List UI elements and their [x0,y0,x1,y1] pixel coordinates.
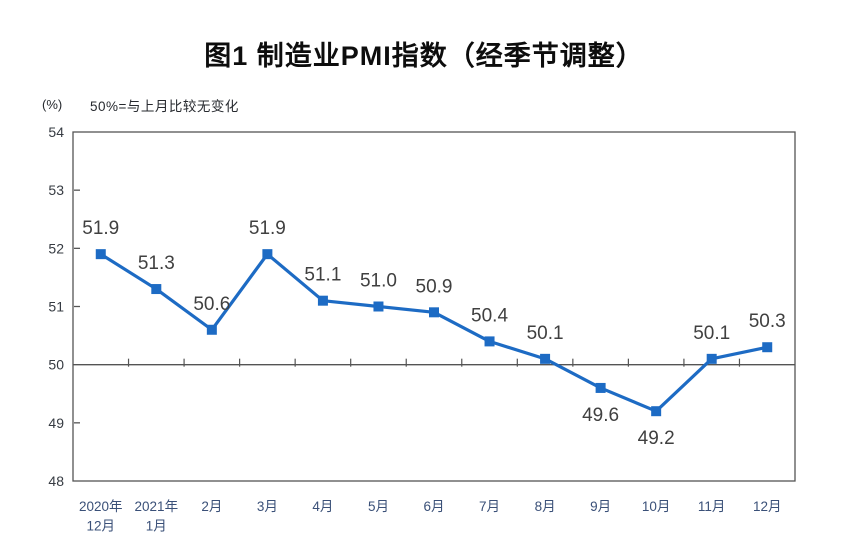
x-axis-label: 3月 [257,499,278,514]
x-axis-label: 2021年 1月 [135,499,179,534]
x-axis-label: 9月 [590,499,611,514]
data-point-marker [762,342,773,353]
y-axis-tick-label: 54 [48,124,64,140]
x-axis-label: 5月 [368,499,389,514]
data-point-marker [317,295,328,306]
x-axis-label: 2月 [201,499,222,514]
x-axis-label: 10月 [642,499,671,514]
data-point-label: 49.6 [582,405,619,426]
data-point-label: 50.9 [416,276,453,297]
y-axis-tick-label: 51 [48,299,64,315]
data-point-marker [262,249,273,260]
data-point-label: 50.1 [693,323,730,344]
x-axis-label: 2020年 12月 [79,499,123,534]
data-point-label: 51.9 [82,218,119,239]
data-point-label: 50.3 [749,311,786,332]
data-point-label: 51.9 [249,218,286,239]
y-axis-tick-label: 53 [48,182,64,198]
data-point-label: 49.2 [638,428,675,449]
data-point-label: 51.3 [138,253,175,274]
reference-note: 50%=与上月比较无变化 [90,99,239,114]
x-axis-label: 12月 [753,499,782,514]
data-point-marker [540,353,551,364]
plot-border [72,131,796,482]
data-point-label: 50.4 [471,305,508,326]
data-point-label: 50.6 [193,294,230,315]
x-axis-label: 7月 [479,499,500,514]
data-point-marker [429,307,439,318]
data-point-marker [595,382,606,393]
y-axis-tick-label: 48 [48,473,64,489]
data-point-marker [484,336,495,347]
y-axis-unit-label: (%) [42,97,63,112]
x-axis-label: 4月 [312,499,333,514]
data-point-label: 51.0 [360,271,397,292]
data-point-marker [373,301,384,312]
y-axis-tick-label: 49 [48,415,64,431]
data-point-marker [651,406,662,417]
data-point-marker [151,284,162,295]
x-axis-label: 11月 [698,499,726,514]
y-axis-tick-label: 50 [48,357,64,373]
data-point-marker [706,353,717,364]
y-axis-tick-label: 52 [48,240,64,256]
chart-title: 图1 制造业PMI指数（经季节调整） [204,41,644,71]
x-axis-label: 6月 [423,499,444,514]
data-point-marker [206,324,217,335]
data-point-label: 51.1 [304,265,341,286]
x-axis-label: 8月 [535,499,556,514]
data-point-marker [95,249,106,260]
data-point-label: 50.1 [527,323,564,344]
